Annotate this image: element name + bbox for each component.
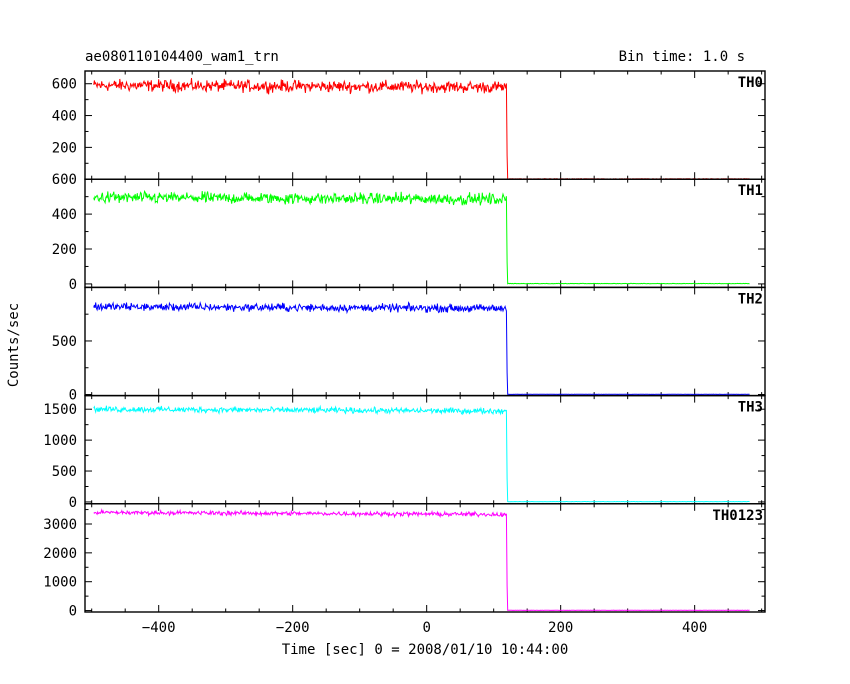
panel-frame <box>84 286 766 397</box>
x-tick-label: 400 <box>682 620 707 636</box>
panel-frame <box>84 503 766 613</box>
y-tick-label: 1000 <box>43 433 77 449</box>
panel-name-label: TH1 <box>738 183 763 199</box>
y-tick-label: 400 <box>52 109 77 125</box>
y-tick-label: 2000 <box>43 546 77 562</box>
x-tick-label: 200 <box>548 620 573 636</box>
series-th2 <box>93 301 750 395</box>
bin-time-label: Bin time: 1.0 s <box>619 49 745 65</box>
panel-name-label: TH0123 <box>712 508 763 524</box>
series-th0 <box>93 77 750 180</box>
panel-th0123: 0 1000 2000 3000 TH0123 <box>43 503 766 620</box>
y-tick-label: 3000 <box>43 517 77 533</box>
panel-name-label: TH2 <box>738 291 763 307</box>
panel-name-label: TH3 <box>738 400 763 416</box>
panel-th3: 0 500 1000 1500 TH3 <box>43 394 766 511</box>
y-tick-label: 0 <box>69 277 77 293</box>
panel-th1: 0 200 400 600 TH1 <box>52 172 766 293</box>
panel-th2: 0 500 TH2 <box>52 286 766 404</box>
y-tick-label: 0 <box>69 495 77 511</box>
y-axis-label: Counts/sec <box>6 303 22 387</box>
y-tick-label: 1000 <box>43 575 77 591</box>
y-tick-label: 500 <box>52 334 77 350</box>
y-tick-label: 500 <box>52 464 77 480</box>
y-tick-label: 0 <box>69 604 77 620</box>
x-tick-label: −400 <box>142 620 176 636</box>
x-tick-label: 0 <box>422 620 430 636</box>
y-tick-label: 600 <box>52 172 77 188</box>
x-axis-label: Time [sec] 0 = 2008/01/10 10:44:00 <box>282 642 569 658</box>
y-tick-label: 0 <box>69 388 77 404</box>
panel-name-label: TH0 <box>738 75 763 91</box>
x-tick-label: −200 <box>276 620 310 636</box>
y-tick-label: 600 <box>52 77 77 93</box>
y-tick-label: 1500 <box>43 402 77 418</box>
panel-th0: 200 400 600 TH0 <box>52 70 766 180</box>
panels-group: 200 400 600 TH0 0 200 400 600 TH1 0 500 TH2 0 500 1000… <box>43 70 766 636</box>
series-th0123 <box>93 508 750 611</box>
series-th3 <box>93 404 750 503</box>
y-tick-label: 400 <box>52 207 77 223</box>
y-tick-label: 200 <box>52 242 77 258</box>
series-th1 <box>93 189 750 285</box>
y-tick-label: 200 <box>52 140 77 156</box>
chart-title: ae080110104400_wam1_trn <box>85 49 279 65</box>
